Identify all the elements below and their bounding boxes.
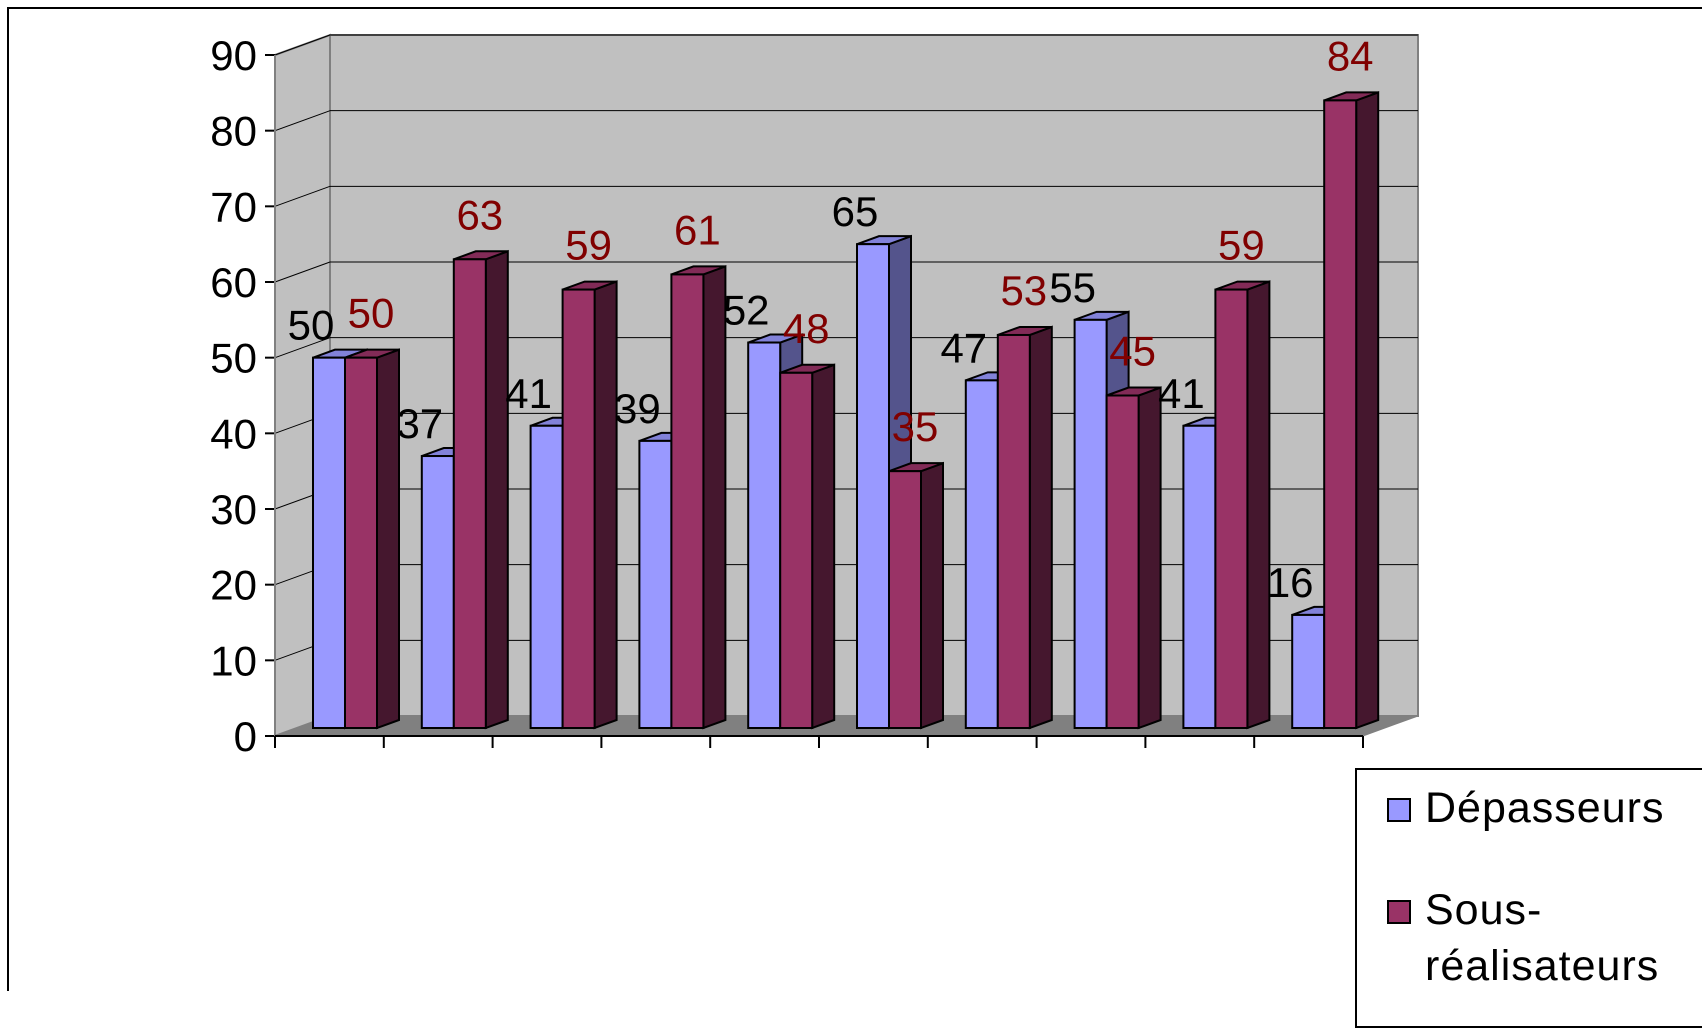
bar-front (747, 341, 782, 729)
bar-front (1073, 318, 1108, 729)
bar-side (1137, 386, 1162, 730)
bar-front (452, 258, 487, 729)
data-label: 53 (1000, 267, 1047, 314)
bar-sous-realisateurs (1323, 90, 1380, 730)
bars (312, 90, 1380, 730)
bar-front (670, 273, 705, 729)
bar-front (638, 439, 673, 729)
bar-front (312, 356, 346, 729)
legend-swatch-depasseurs (1387, 798, 1411, 822)
legend-label-sous-realisateurs: Sous-réalisateurs (1425, 886, 1660, 990)
data-label: 55 (1049, 264, 1096, 311)
bar-front (779, 371, 814, 729)
gridline-side (274, 261, 331, 283)
data-label: 47 (940, 324, 987, 371)
bar-front (529, 424, 564, 729)
bar-front (1182, 424, 1217, 729)
data-label: 39 (614, 385, 661, 432)
gridline-side (274, 110, 331, 132)
bar-sous-realisateurs (344, 348, 400, 730)
bar-front (888, 470, 922, 729)
y-tick-label: 50 (210, 335, 257, 382)
bar-sous-realisateurs (1105, 386, 1162, 730)
bar-front (1214, 288, 1249, 729)
data-label: 16 (1267, 559, 1314, 606)
data-label: 59 (565, 222, 612, 269)
bar-side (920, 461, 944, 730)
legend: Dépasseurs Sous-réalisateurs (1355, 768, 1702, 1028)
bar-front (561, 288, 596, 729)
y-tick-label: 0 (234, 713, 257, 760)
bar-front (420, 455, 455, 729)
data-label: 65 (832, 188, 879, 235)
y-tick-label: 80 (210, 108, 257, 155)
bar-front (344, 356, 378, 729)
bar-front (1105, 394, 1140, 729)
bar-side (811, 363, 836, 730)
data-label: 84 (1327, 32, 1374, 79)
chart-frame: 0 10 20 30 40 50 60 70 80 90 50 50 37 63 41 59 39 61 52 48… (7, 7, 1702, 1028)
bar-sous-realisateurs (670, 265, 727, 730)
bar-front (1291, 613, 1326, 730)
axes (265, 54, 1364, 748)
bar-sous-realisateurs (996, 325, 1053, 730)
y-tick-label: 70 (210, 183, 257, 230)
bar-side (1355, 90, 1380, 730)
data-label: 41 (505, 370, 552, 417)
data-label: 41 (1158, 370, 1205, 417)
bar-sous-realisateurs (452, 249, 509, 730)
bar-front (964, 379, 999, 729)
data-label: 35 (892, 403, 939, 450)
data-label: 50 (348, 290, 395, 337)
data-label: 50 (288, 302, 335, 349)
bar-sous-realisateurs (1214, 280, 1271, 730)
data-label: 63 (456, 191, 503, 238)
bar-front (856, 243, 890, 730)
data-label: 45 (1109, 328, 1156, 375)
data-label: 48 (783, 305, 830, 352)
legend-item-sous-realisateurs: Sous-réalisateurs (1387, 882, 1702, 994)
bar-sous-realisateurs (888, 461, 944, 730)
data-label: 59 (1218, 222, 1265, 269)
data-label: 37 (396, 400, 443, 447)
bar-side (1028, 325, 1053, 730)
gridline-side (274, 34, 331, 56)
data-label: 52 (723, 287, 770, 334)
bar-front (1323, 99, 1358, 729)
bar-front (996, 333, 1031, 729)
y-tick-label: 30 (210, 486, 257, 533)
y-tick-label: 60 (210, 259, 257, 306)
legend-swatch-sous-realisateurs (1387, 900, 1411, 924)
y-tick-labels: 0 10 20 30 40 50 60 70 80 90 (210, 32, 257, 760)
legend-item-depasseurs: Dépasseurs (1387, 780, 1702, 836)
y-tick-label: 10 (210, 637, 257, 684)
gridline-side (274, 337, 331, 359)
legend-label-depasseurs: Dépasseurs (1425, 784, 1665, 832)
bar-sous-realisateurs (561, 280, 618, 730)
bar-side (1246, 280, 1271, 730)
y-tick-label: 90 (210, 32, 257, 79)
bar-side (484, 249, 509, 730)
bar-side (702, 265, 727, 730)
y-tick-label: 20 (210, 562, 257, 609)
data-label: 61 (674, 206, 721, 253)
bar-side (593, 280, 618, 730)
bar-sous-realisateurs (779, 363, 836, 730)
y-tick-label: 40 (210, 410, 257, 457)
gridline-side (274, 185, 331, 207)
